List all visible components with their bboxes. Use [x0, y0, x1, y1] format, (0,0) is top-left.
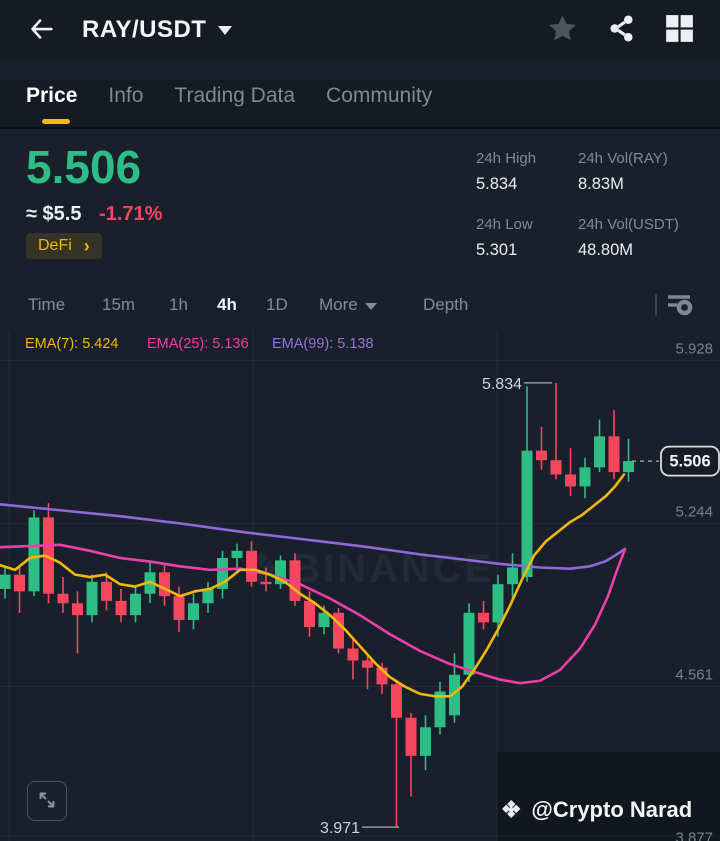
divider [655, 294, 657, 316]
stat-low-value: 5.301 [476, 241, 518, 259]
svg-text:5.834: 5.834 [482, 376, 522, 393]
sticker-handle: @Crypto Narad [531, 797, 693, 822]
stat-vol-quote-value: 48.80M [578, 241, 634, 259]
legend-ema7: EMA(7): 5.424 [25, 336, 119, 352]
interval-15m[interactable]: 15m [102, 295, 136, 314]
fullscreen-button[interactable] [27, 781, 67, 821]
fiat-value: ≈ $5.5 [26, 203, 82, 225]
favorite-star-button[interactable] [547, 13, 578, 47]
svg-text:5.928: 5.928 [675, 341, 713, 358]
star-icon [547, 13, 578, 47]
svg-text:3.877: 3.877 [675, 830, 713, 841]
svg-text:5.244: 5.244 [675, 504, 713, 521]
interval-more[interactable]: More [319, 294, 377, 316]
legend-ema99: EMA(99): 5.138 [272, 336, 374, 352]
chevron-right-icon: › [83, 236, 90, 256]
binance-logo-icon: ❖ ◆ [500, 795, 523, 824]
divider [0, 127, 720, 129]
tab-community[interactable]: Community [326, 84, 433, 107]
crypto-narad-sticker: ❖ ◆ @Crypto Narad [500, 797, 692, 823]
stat-high-value: 5.834 [476, 175, 518, 193]
interval-4h[interactable]: 4h [217, 295, 237, 314]
apps-grid-button[interactable] [665, 14, 694, 46]
back-button[interactable] [26, 14, 56, 47]
stat-vol-base-value: 8.83M [578, 175, 624, 193]
grid-icon [665, 14, 694, 46]
stat-vol-base-label: 24h Vol(RAY) [578, 150, 668, 167]
watermark-text: BINANCE [291, 546, 495, 591]
last-price: 5.506 [26, 141, 142, 193]
stat-high-label: 24h High [476, 150, 537, 167]
topbar: RAY/USDT [0, 0, 720, 60]
indicator-settings-button[interactable] [664, 291, 694, 320]
depth-button[interactable]: Depth [423, 295, 469, 314]
change-percent: -1.71% [99, 203, 163, 225]
stat-low-label: 24h Low [476, 216, 533, 233]
pair-selector[interactable]: RAY/USDT [82, 16, 233, 44]
share-button[interactable] [606, 13, 637, 47]
tab-info[interactable]: Info [108, 84, 144, 107]
defi-tag[interactable]: DeFi › [26, 233, 102, 259]
chevron-down-icon [364, 303, 377, 310]
expand-arrows-icon [36, 789, 58, 814]
legend-ema25: EMA(25): 5.136 [147, 336, 249, 352]
chevron-down-icon [218, 25, 233, 35]
candlestick-chart[interactable]: 5.928 5.244 4.561 3.877 5.834 3.971 5.506 [0, 330, 720, 841]
binance-watermark: ❖ BINANCE [240, 546, 494, 592]
defi-tag-label: DeFi [38, 237, 72, 254]
indicator-settings-icon [664, 291, 694, 320]
interval-time[interactable]: Time [28, 295, 66, 314]
active-tab-underline [42, 119, 70, 124]
svg-text:4.561: 4.561 [675, 666, 713, 683]
back-arrow-icon [26, 14, 56, 47]
stat-vol-quote-label: 24h Vol(USDT) [578, 216, 679, 233]
interval-1h[interactable]: 1h [169, 295, 188, 314]
tab-price[interactable]: Price [26, 84, 78, 107]
tab-trading-data[interactable]: Trading Data [174, 84, 296, 107]
svg-text:3.971: 3.971 [320, 820, 360, 837]
pair-title: RAY/USDT [82, 16, 207, 43]
share-icon [606, 13, 637, 47]
interval-1d[interactable]: 1D [266, 295, 288, 314]
tab-bar: Price Info Trading Data Community [0, 80, 720, 128]
price-fiat-row: ≈ $5.5 -1.71% [26, 203, 162, 226]
svg-text:5.506: 5.506 [669, 453, 710, 471]
